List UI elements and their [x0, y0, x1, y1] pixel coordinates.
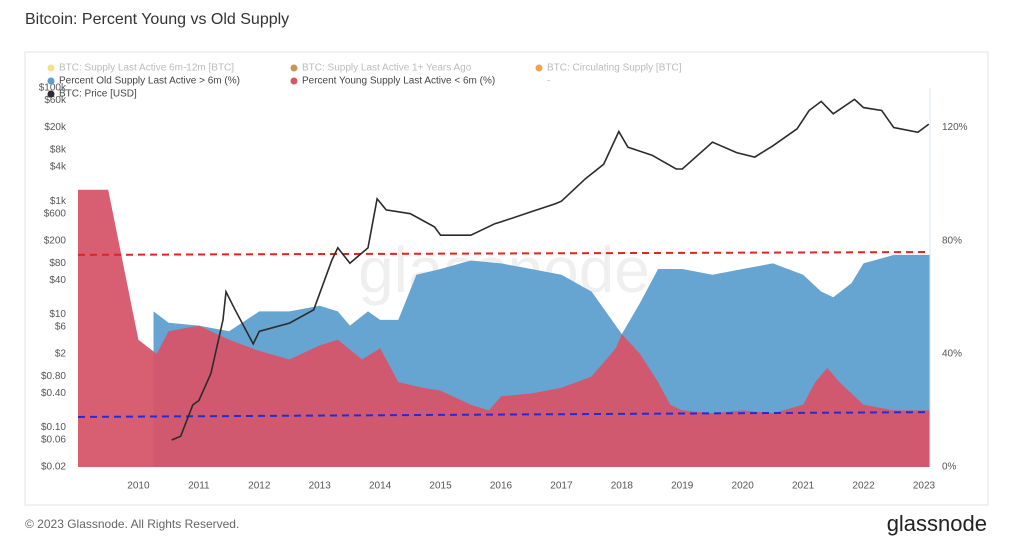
- y-tick-label: $20k: [44, 122, 67, 133]
- y2-tick-label: 40%: [942, 349, 962, 360]
- legend-label: BTC: Supply Last Active 6m-12m [BTC]: [59, 63, 234, 74]
- legend-label: BTC: Circulating Supply [BTC]: [547, 63, 682, 74]
- y-tick-label: $4k: [50, 162, 67, 173]
- legend-label: BTC: Price [USD]: [59, 89, 137, 100]
- x-tick-label: 2019: [671, 481, 694, 492]
- x-tick-label: 2023: [913, 481, 936, 492]
- legend-label: Percent Old Supply Last Active > 6m (%): [59, 76, 240, 87]
- y-tick-label: $0.02: [41, 462, 66, 473]
- legend-marker: [47, 64, 55, 72]
- reference-line: [77, 251, 931, 256]
- x-tick-label: 2016: [490, 481, 513, 492]
- x-tick-label: 2017: [550, 481, 573, 492]
- footer: © 2023 Glassnode. All Rights Reserved.: [25, 517, 239, 531]
- legend-label: Percent Young Supply Last Active < 6m (%…: [302, 76, 495, 87]
- x-tick-label: 2020: [732, 481, 755, 492]
- x-tick-label: 2021: [792, 481, 815, 492]
- y-tick-label: $40: [49, 275, 66, 286]
- y-tick-label: $0.06: [41, 435, 66, 446]
- legend-marker: [290, 64, 298, 72]
- y-tick-label: $10: [49, 309, 66, 320]
- brand: glassnode: [887, 511, 987, 536]
- legend-marker: [47, 77, 55, 85]
- y-tick-label: $6: [55, 321, 67, 332]
- legend-marker: [47, 90, 55, 98]
- y-tick-label: $0.80: [41, 371, 66, 382]
- x-tick-label: 2015: [429, 481, 452, 492]
- price-line: [171, 98, 930, 441]
- x-tick-label: 2018: [611, 481, 634, 492]
- y2-tick-label: 0%: [942, 462, 957, 473]
- y-tick-label: $0.10: [41, 422, 66, 433]
- x-tick-label: 2012: [248, 481, 271, 492]
- legend-label: -: [547, 76, 550, 87]
- y-tick-label: $200: [44, 235, 67, 246]
- y-tick-label: $1k: [50, 196, 67, 207]
- x-tick-label: 2010: [127, 481, 150, 492]
- x-tick-label: 2011: [188, 481, 210, 492]
- legend-label: BTC: Supply Last Active 1+ Years Ago: [302, 63, 472, 74]
- area: [78, 189, 930, 468]
- x-tick-label: 2013: [309, 481, 332, 492]
- y-tick-label: $600: [44, 208, 67, 219]
- x-tick-label: 2022: [852, 481, 875, 492]
- y2-tick-label: 80%: [942, 235, 962, 246]
- y-tick-label: $60k: [44, 95, 67, 106]
- panel: [24, 51, 989, 506]
- y-tick-label: $0.40: [41, 388, 66, 399]
- y-tick-label: $100k: [39, 83, 67, 94]
- y-tick-label: $80: [49, 258, 66, 269]
- y-tick-label: $2: [55, 348, 67, 359]
- x-tick-label: 2014: [369, 481, 392, 492]
- y-tick-label: $8k: [50, 145, 67, 156]
- legend-marker: [535, 64, 543, 72]
- reference-line: [77, 411, 931, 418]
- legend-marker: [290, 77, 298, 85]
- y2-tick-label: 120%: [942, 122, 968, 133]
- chart-title: Bitcoin: Percent Young vs Old Supply: [25, 11, 289, 28]
